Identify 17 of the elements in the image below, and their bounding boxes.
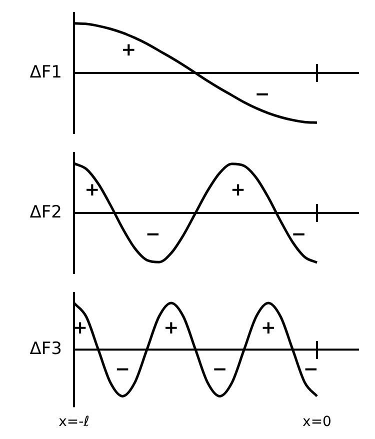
y-axis-title: ΔF1 — [30, 62, 62, 82]
annotation: − — [212, 359, 228, 380]
y-axis-title: ΔF2 — [30, 202, 62, 222]
x-tick-label: x=0 — [302, 414, 332, 430]
annotation: − — [291, 224, 306, 245]
annotation: − — [254, 84, 270, 105]
annotation: + — [121, 39, 136, 60]
y-axis-title: ΔF3 — [30, 339, 62, 360]
annotation: + — [260, 317, 276, 338]
annotation: + — [164, 317, 179, 338]
annotation: − — [145, 224, 161, 245]
annotation: + — [230, 180, 246, 201]
annotation: + — [84, 179, 100, 200]
x-tick-label: x=-ℓ — [58, 414, 90, 430]
annotation: + — [72, 317, 88, 338]
annotation: − — [303, 359, 318, 380]
annotation: − — [115, 359, 130, 380]
